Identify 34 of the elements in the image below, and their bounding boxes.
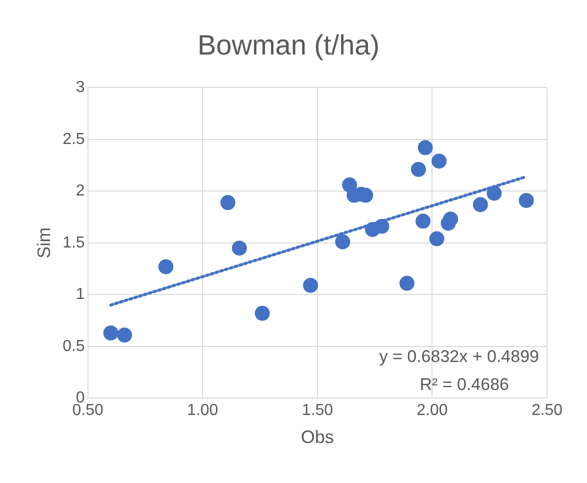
point: [472, 197, 488, 212]
y-axis-title: Sim: [34, 227, 54, 258]
point: [416, 214, 431, 229]
y-tick-label: 1.5: [62, 234, 85, 252]
point: [374, 218, 390, 234]
point: [518, 192, 534, 208]
point: [254, 306, 270, 321]
point: [486, 186, 502, 201]
x-tick-label: 1.00: [187, 402, 218, 420]
annotation: R² = 0.4686: [420, 375, 509, 394]
point: [232, 240, 247, 256]
x-axis-title: Obs: [300, 427, 334, 448]
chart-title: Bowman (t/ha): [197, 30, 380, 61]
point: [158, 259, 174, 274]
x-tick-label: 2.50: [531, 402, 563, 420]
point: [117, 328, 132, 343]
point: [410, 162, 426, 177]
y-tick-label: 2: [76, 182, 85, 200]
point: [303, 278, 318, 293]
point: [418, 140, 433, 156]
point: [429, 231, 444, 246]
x-tick-label: 2.00: [416, 402, 448, 420]
y-tick-label: 1: [76, 286, 85, 304]
annotation: y = 0.6832x + 0.4899: [379, 347, 539, 366]
point: [443, 212, 458, 227]
point: [220, 195, 236, 210]
point: [399, 276, 414, 291]
point: [432, 154, 447, 169]
point: [103, 325, 118, 340]
y-tick-label: 2.5: [62, 130, 85, 148]
y-tick-label: 0.5: [62, 338, 85, 355]
y-tick-label: 3: [76, 79, 85, 96]
x-tick-label: 1.50: [302, 402, 334, 420]
point: [335, 234, 350, 250]
